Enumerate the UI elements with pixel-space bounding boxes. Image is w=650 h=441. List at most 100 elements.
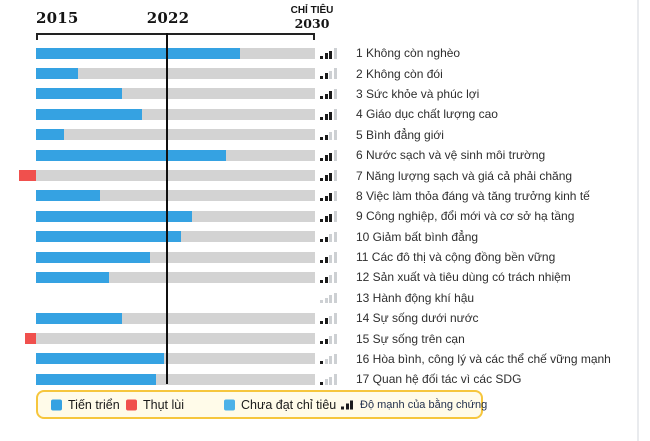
evidence-strength-icon: [320, 374, 337, 385]
evidence-strength-icon: [320, 211, 337, 222]
progress-track: [36, 47, 315, 59]
goal-row: 1 Không còn nghèo: [0, 43, 650, 63]
legend-evidence-icon: [341, 400, 353, 409]
evidence-strength-icon: [320, 129, 337, 141]
legend-regression-label: Thụt lùi: [143, 397, 184, 412]
evidence-strength-icon: [320, 252, 337, 263]
evidence-bar: [324, 257, 328, 263]
progress-track: [24, 333, 315, 345]
evidence-bar: [329, 91, 332, 100]
evidence-bar: [320, 157, 323, 161]
progress-track: [36, 108, 315, 120]
goal-label: 5 Bình đẳng giới: [356, 127, 444, 142]
progress-track: [36, 190, 315, 202]
evidence-bar: [320, 96, 323, 100]
evidence-bar: [324, 297, 328, 304]
progress-fill: [36, 190, 101, 202]
progress-track: [36, 251, 315, 263]
goal-row: 9 Công nghiệp, đổi mới và cơ sở hạ tầng: [0, 206, 650, 226]
evidence-bar: [324, 358, 328, 365]
evidence-bar: [329, 254, 332, 263]
evidence-bar: [333, 88, 337, 100]
goal-label: 8 Việc làm thỏa đáng và tăng trưởng kinh…: [356, 188, 590, 203]
evidence-bar: [320, 361, 323, 365]
progress-fill: [36, 67, 78, 79]
evidence-bar: [324, 155, 328, 161]
evidence-strength-icon: [320, 88, 337, 100]
evidence-bar: [324, 318, 328, 324]
goal-row: 12 Sản xuất và tiêu dùng có trách nhiệm: [0, 267, 650, 287]
evidence-bar: [333, 353, 337, 365]
progress-fill: [36, 129, 64, 141]
goal-row: 8 Việc làm thỏa đáng và tăng trưởng kinh…: [0, 186, 650, 206]
legend-not-met-label: Chưa đạt chỉ tiêu: [241, 397, 337, 412]
evidence-bar: [324, 338, 328, 345]
evidence-bar: [329, 376, 332, 385]
evidence-bar: [324, 93, 328, 100]
evidence-bar: [333, 211, 337, 222]
legend-progress-swatch: [51, 399, 62, 410]
evidence-bar: [324, 73, 328, 79]
axis-target-label: CHỈ TIÊU: [290, 5, 334, 16]
legend-box: Tiến triển Thụt lùi Chưa đạt chỉ tiêu Độ…: [36, 390, 487, 419]
legend-regression-swatch: [126, 399, 137, 410]
goal-row: 6 Nước sạch và vệ sinh môi trường: [0, 145, 650, 165]
marker-line-2022: [166, 33, 168, 384]
goal-row: 3 Sức khỏe và phúc lợi: [0, 84, 650, 104]
evidence-bar: [329, 132, 332, 141]
evidence-bar: [320, 177, 323, 181]
goal-label: 12 Sản xuất và tiêu dùng có trách nhiệm: [356, 270, 571, 285]
evidence-bar: [329, 295, 332, 304]
evidence-strength-icon: [320, 68, 337, 79]
progress-fill: [36, 108, 143, 120]
evidence-bar: [320, 116, 323, 120]
evidence-bar: [320, 198, 323, 202]
evidence-bar: [333, 150, 337, 161]
goal-label: 2 Không còn đói: [356, 66, 443, 81]
progress-fill: [36, 251, 151, 263]
progress-track: [36, 373, 315, 385]
goal-row: 15 Sự sống trên cạn: [0, 328, 650, 348]
evidence-bar: [333, 170, 337, 181]
evidence-bar: [329, 70, 332, 79]
legend-evidence-label: Độ mạnh của bằng chứng: [360, 398, 488, 411]
evidence-bar: [329, 336, 332, 345]
goal-label: 16 Hòa bình, công lý và các thể chế vững…: [356, 352, 611, 367]
goal-row: 13 Hành động khí hậu: [0, 288, 650, 308]
goal-row: 4 Giáo dục chất lượng cao: [0, 104, 650, 124]
axis-tick-2030: [313, 33, 315, 40]
evidence-bar: [333, 272, 337, 283]
evidence-bar: [333, 68, 337, 79]
evidence-bar: [333, 333, 337, 345]
evidence-bar: [320, 239, 323, 243]
evidence-strength-icon: [320, 170, 337, 181]
evidence-bar: [324, 216, 328, 222]
goal-row: 10 Giảm bất bình đẳng: [0, 227, 650, 247]
evidence-bar: [324, 53, 328, 59]
evidence-bar: [320, 218, 323, 222]
evidence-bar: [324, 134, 328, 141]
progress-fill: [36, 373, 156, 385]
regression-fill: [19, 169, 36, 181]
evidence-bar: [320, 55, 323, 59]
evidence-bar: [333, 313, 337, 324]
goal-label: 15 Sự sống trên cạn: [356, 331, 465, 346]
evidence-bar: [324, 236, 328, 243]
goal-rows: 1 Không còn nghèo 2 Không còn đói 3 Sức …: [0, 43, 650, 390]
evidence-bar: [320, 300, 323, 304]
goal-label: 11 Các đô thị và cộng đồng bền vững: [356, 250, 556, 265]
goal-row: 7 Năng lượng sạch và giá cả phải chăng: [0, 165, 650, 185]
goal-row: 11 Các đô thị và cộng đồng bền vững: [0, 247, 650, 267]
evidence-bar: [333, 374, 337, 385]
axis-tick-2015: [36, 33, 38, 40]
progress-fill: [36, 88, 123, 100]
goal-label: 13 Hành động khí hậu: [356, 290, 475, 305]
evidence-bar: [324, 175, 328, 181]
progress-track: [36, 67, 315, 79]
goal-label: 4 Giáo dục chất lượng cao: [356, 107, 498, 122]
evidence-bar: [333, 190, 337, 202]
legend-not-met-swatch: [224, 399, 235, 410]
evidence-bar: [324, 195, 328, 202]
axis-marker-year: 2022: [146, 9, 190, 27]
evidence-bar: [329, 193, 332, 202]
